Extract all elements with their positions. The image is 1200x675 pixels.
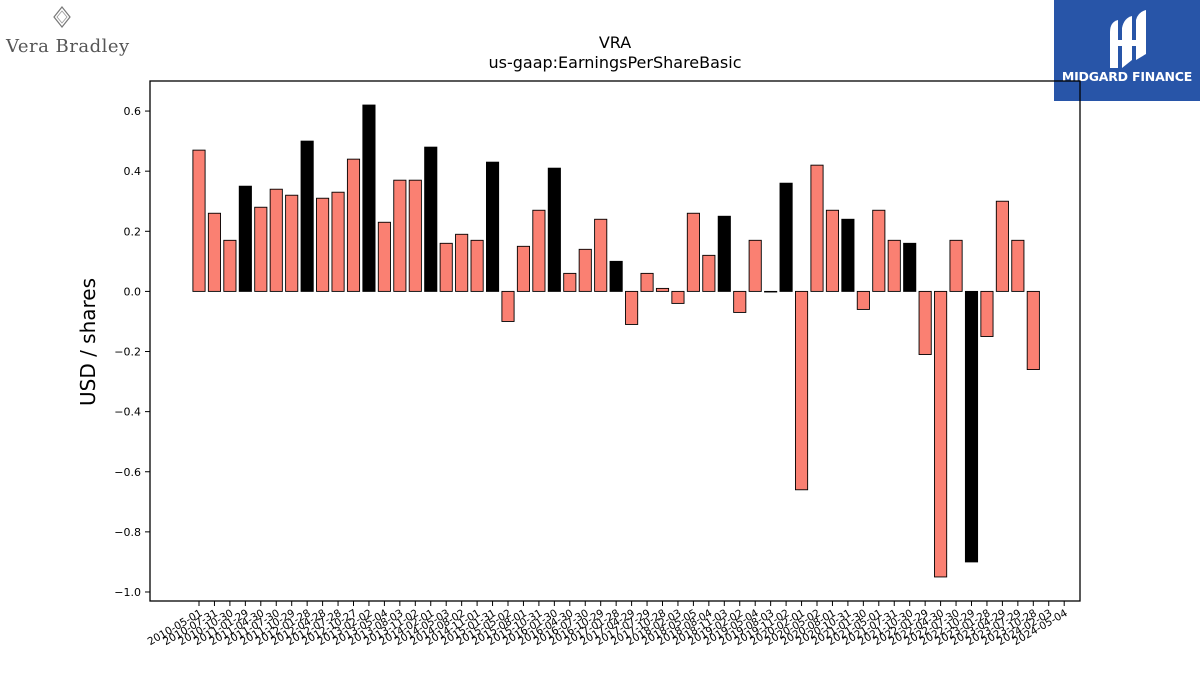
midgard-mark-icon xyxy=(1110,10,1146,68)
bar-2015-01-31 xyxy=(486,161,500,292)
bar-2016-07-30 xyxy=(578,248,592,292)
bar-2016-01-30 xyxy=(547,167,561,292)
bar-2019-05-04 xyxy=(748,239,762,292)
bar-2015-05-02 xyxy=(501,290,515,322)
bar-2023-04-29 xyxy=(995,200,1009,292)
bar-2018-08-04 xyxy=(702,254,716,292)
bar-2012-07-28 xyxy=(331,191,345,292)
vera-bradley-logo-text: Vera Bradley xyxy=(6,36,130,57)
bar-2021-07-31 xyxy=(887,239,901,292)
bar-2019-02-02 xyxy=(733,290,747,313)
chart-title: VRA xyxy=(599,33,631,52)
bar-2013-02-02 xyxy=(362,104,376,292)
bar-2018-11-03 xyxy=(717,215,731,292)
bar-2012-10-27 xyxy=(346,158,361,292)
bar-2022-10-29 xyxy=(964,290,979,563)
bar-2020-08-01 xyxy=(825,209,839,292)
bar-2013-08-03 xyxy=(393,179,407,292)
bar-2019-11-02 xyxy=(779,182,793,292)
bar-2015-08-01 xyxy=(516,245,530,292)
bar-2010-05-01 xyxy=(192,149,206,292)
bar-2022-01-29 xyxy=(918,290,932,355)
bar-2021-05-01 xyxy=(872,209,886,292)
bars-group xyxy=(192,104,1040,578)
y-tick-label: 0.0 xyxy=(124,285,142,298)
bar-2020-05-02 xyxy=(810,164,824,292)
bar-2020-02-01 xyxy=(795,290,809,491)
bar-2018-02-03 xyxy=(671,290,685,304)
y-tick-label: −1.0 xyxy=(114,586,141,599)
bar-2023-10-28 xyxy=(1026,290,1040,370)
bar-2019-08-03 xyxy=(764,290,778,293)
bar-2015-10-31 xyxy=(532,209,546,292)
y-axis-label: USD / shares xyxy=(76,278,100,406)
plot-frame xyxy=(149,80,1081,602)
bar-2010-07-31 xyxy=(207,212,222,292)
y-tick-label: −0.2 xyxy=(114,346,141,359)
bar-2010-10-30 xyxy=(223,239,237,292)
vera-bradley-logo: Vera Bradley xyxy=(0,0,130,65)
bar-2011-07-30 xyxy=(269,188,283,292)
bar-2017-04-29 xyxy=(625,290,639,325)
bar-2017-07-29 xyxy=(640,272,654,292)
bar-2020-10-31 xyxy=(841,218,855,292)
chart-subtitle: us-gaap:EarningsPerShareBasic xyxy=(488,53,741,72)
bar-2011-04-30 xyxy=(254,206,268,292)
y-tick-label: 0.6 xyxy=(124,105,142,118)
bar-2012-04-28 xyxy=(316,197,330,292)
bar-2014-05-03 xyxy=(439,242,453,292)
bar-2017-01-28 xyxy=(609,260,623,292)
bar-2017-10-28 xyxy=(655,287,670,292)
bar-2021-01-30 xyxy=(856,290,870,310)
y-tick-label: −0.4 xyxy=(114,406,141,419)
bar-2016-10-29 xyxy=(594,218,608,292)
bar-2016-04-30 xyxy=(563,272,577,292)
y-ticks-group: 0.6 0.4 0.2 0.0 −0.2 −0.4 −0.6 −0.8 −1.0 xyxy=(114,105,150,599)
midgard-finance-logo-text: MIDGARD FINANCE xyxy=(1061,69,1193,84)
y-tick-label: −0.6 xyxy=(114,466,141,479)
bar-2014-11-01 xyxy=(470,239,484,292)
bar-2022-04-30 xyxy=(934,290,948,578)
x-ticks-group: 2010-05-012010-07-312010-10-302011-01-29… xyxy=(146,601,1070,648)
bar-2022-07-30 xyxy=(949,239,963,292)
bar-2011-10-29 xyxy=(285,194,299,292)
bar-2012-01-28 xyxy=(300,140,314,292)
y-tick-label: 0.4 xyxy=(124,165,142,178)
bar-2011-01-29 xyxy=(238,185,252,292)
y-tick-label: 0.2 xyxy=(124,225,142,238)
bar-2018-05-05 xyxy=(686,212,700,292)
bar-2023-07-29 xyxy=(1011,239,1025,292)
bar-2014-02-01 xyxy=(424,146,438,292)
bar-2013-11-02 xyxy=(408,179,422,292)
bar-2014-08-02 xyxy=(455,233,469,292)
diamond-logo-icon xyxy=(53,6,71,28)
bar-2023-01-28 xyxy=(980,290,994,337)
y-tick-label: −0.8 xyxy=(114,526,141,539)
bar-2021-10-30 xyxy=(903,242,917,292)
midgard-finance-logo: MIDGARD FINANCE xyxy=(1054,0,1200,101)
bar-2013-05-04 xyxy=(377,221,391,292)
